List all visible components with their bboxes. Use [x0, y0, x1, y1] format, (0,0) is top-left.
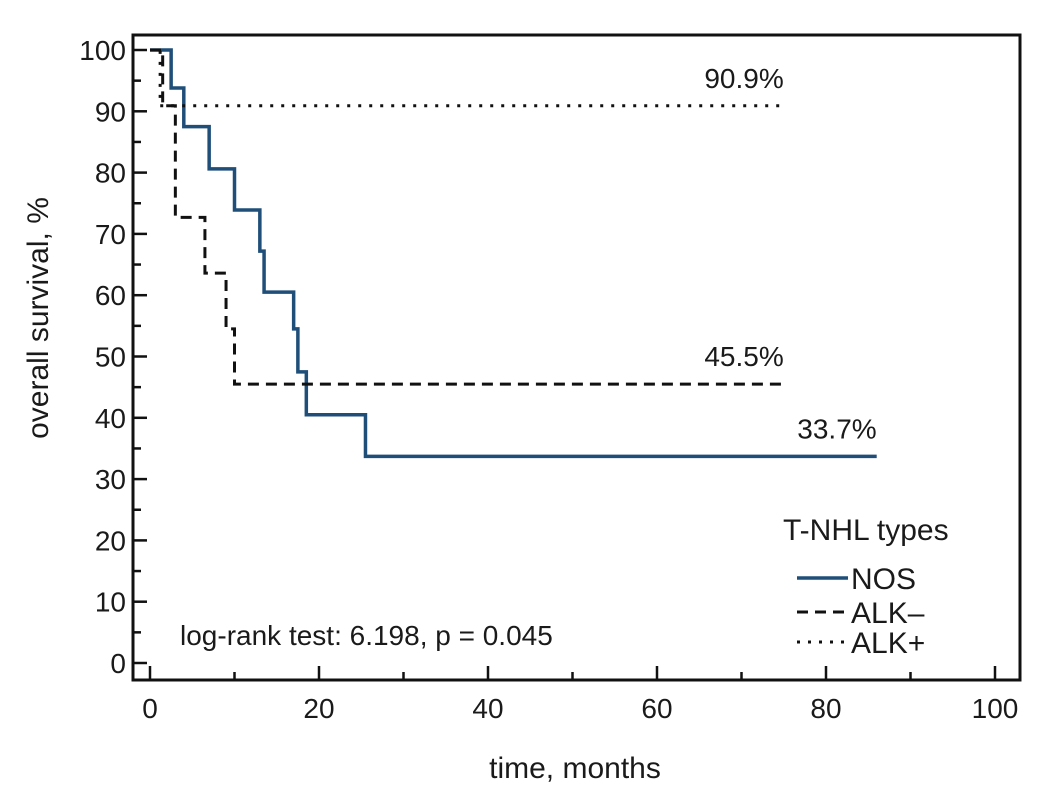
series-end-label: 90.9% [704, 63, 783, 94]
y-axis-ticks: 0 10 20 30 40 50 60 70 80 90 100 [79, 35, 147, 679]
y-tick-label: 20 [95, 525, 126, 556]
legend: T-NHL types NOS ALK– ALK+ [783, 514, 949, 660]
x-axis-ticks: 0 20 40 60 80 100 [142, 666, 1018, 724]
x-tick-label: 20 [303, 693, 334, 724]
y-tick-label: 90 [95, 96, 126, 127]
y-tick-label: 40 [95, 403, 126, 434]
y-tick-label: 80 [95, 158, 126, 189]
y-tick-label: 10 [95, 587, 126, 618]
series-end-label: 33.7% [797, 413, 876, 444]
y-tick-label: 50 [95, 342, 126, 373]
x-tick-label: 80 [810, 693, 841, 724]
series-curve-1 [150, 48, 784, 386]
y-tick-label: 60 [95, 280, 126, 311]
y-axis-title: overall survival, % [22, 197, 55, 439]
x-tick-label: 100 [972, 693, 1019, 724]
series-end-label: 45.5% [704, 341, 783, 372]
series-curve-2 [150, 48, 784, 108]
legend-label-nos: NOS [851, 563, 916, 596]
log-rank-annotation: log-rank test: 6.198, p = 0.045 [180, 620, 553, 651]
end-labels: 33.7% 45.5% 90.9% [704, 63, 876, 445]
x-tick-label: 0 [142, 693, 158, 724]
legend-title: T-NHL types [783, 514, 949, 547]
x-tick-label: 40 [472, 693, 503, 724]
y-tick-label: 100 [79, 35, 126, 66]
series-curve-0 [150, 48, 877, 459]
y-tick-label: 0 [110, 648, 126, 679]
y-tick-label: 70 [95, 219, 126, 250]
series-layer [150, 48, 877, 459]
y-tick-label: 30 [95, 464, 126, 495]
x-axis-title: time, months [489, 752, 661, 785]
legend-label-alk-neg: ALK– [851, 597, 925, 630]
legend-label-alk-pos: ALK+ [851, 627, 925, 660]
x-tick-label: 60 [641, 693, 672, 724]
